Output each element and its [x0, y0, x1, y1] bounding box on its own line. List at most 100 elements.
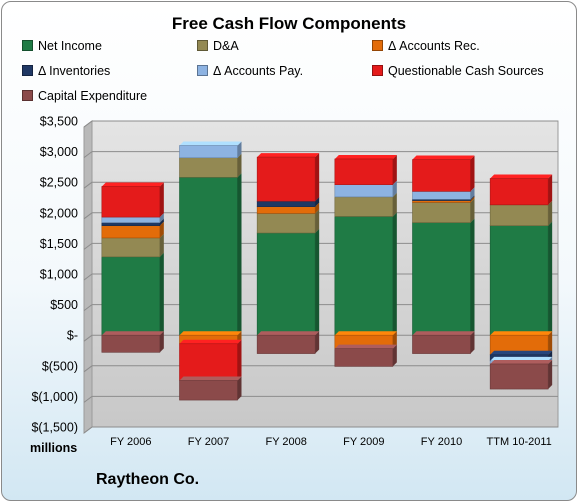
bar-accounts-rec-ttm-10-2011	[489, 331, 553, 356]
y-tick-label: $(500)	[42, 359, 78, 373]
legend-item-questionable-cash-sources: Questionable Cash Sources	[372, 64, 544, 78]
x-tick-label: FY 2009	[343, 436, 384, 448]
bar-net-income-ttm-10-2011-side	[548, 221, 553, 336]
y-tick-label: $2,000	[40, 206, 78, 220]
legend-label: D&A	[213, 39, 239, 53]
legend-swatch	[372, 40, 383, 51]
bar-accounts-rec-ttm-10-2011-top	[490, 331, 553, 336]
bar-d-a-ttm-10-2011-front	[489, 204, 549, 226]
bar-capital-expenditure-fy-2007-side	[237, 376, 242, 401]
legend-label: Δ Inventories	[38, 64, 111, 78]
bar-questionable-cash-sources-fy-2007-top	[179, 339, 242, 344]
bar-net-income-fy-2007	[179, 173, 242, 336]
bar-net-income-fy-2009	[334, 212, 397, 336]
legend-swatch	[22, 90, 33, 101]
bar-questionable-cash-sources-fy-2010-top	[412, 155, 475, 160]
bar-net-income-fy-2009-side	[392, 212, 397, 336]
bar-accounts-pay-fy-2007-side	[237, 141, 242, 158]
legend-item-capital-expenditure: Capital Expenditure	[22, 89, 147, 103]
gridline-depth	[83, 120, 93, 128]
bar-inventories-ttm-10-2011-top	[490, 350, 553, 355]
bar-capital-expenditure-fy-2008-top	[257, 331, 320, 336]
y-tick-label: $1,500	[40, 237, 78, 251]
bar-accounts-rec-fy-2010-side	[470, 196, 475, 203]
bar-capital-expenditure-fy-2009	[334, 344, 397, 367]
bar-capital-expenditure-fy-2006-side	[159, 331, 164, 353]
legend-item-accounts-rec: Δ Accounts Rec.	[372, 39, 480, 53]
legend-label: Δ Accounts Pay.	[213, 64, 304, 78]
bar-inventories-fy-2006-side	[159, 218, 164, 226]
bar-capital-expenditure-fy-2009-top	[334, 344, 397, 349]
gridline-depth	[83, 273, 93, 281]
legend-item-inventories: Δ Inventories	[22, 64, 110, 78]
bar-net-income-fy-2010-front	[412, 222, 471, 336]
bar-d-a-fy-2010-front	[412, 202, 471, 223]
bar-capital-expenditure-fy-2007	[179, 376, 242, 401]
bar-capital-expenditure-fy-2010-side	[470, 331, 475, 354]
bar-questionable-cash-sources-ttm-10-2011-side	[548, 174, 553, 205]
bar-accounts-rec-fy-2009-top	[334, 331, 397, 336]
bar-capital-expenditure-ttm-10-2011	[489, 359, 553, 390]
y-tick-label: $(1,500)	[31, 421, 78, 435]
bar-questionable-cash-sources-fy-2009-side	[392, 154, 397, 185]
bar-questionable-cash-sources-fy-2007	[179, 339, 242, 381]
bar-questionable-cash-sources-fy-2006-top	[101, 182, 164, 187]
bar-questionable-cash-sources-ttm-10-2011-top	[490, 174, 553, 179]
legend-swatch	[372, 65, 383, 76]
legend-label: Δ Accounts Rec.	[388, 39, 480, 53]
bar-accounts-pay-fy-2006-front	[101, 216, 161, 223]
bar-accounts-pay-fy-2010-front	[412, 191, 471, 200]
bar-net-income-fy-2007-front	[179, 177, 238, 336]
x-tick-label: FY 2007	[188, 436, 229, 448]
bar-net-income-ttm-10-2011	[489, 221, 553, 336]
bar-d-a-fy-2009-side	[392, 192, 397, 217]
bar-questionable-cash-sources-fy-2007-side	[237, 339, 242, 381]
bar-accounts-pay-ttm-10-2011-top	[490, 356, 553, 361]
units-label: millions	[30, 441, 78, 455]
y-tick-label: $3,000	[40, 145, 78, 159]
bar-accounts-pay-fy-2007-top	[179, 141, 242, 146]
gridline-depth	[83, 365, 93, 373]
bar-accounts-pay-fy-2007-front	[179, 145, 238, 159]
bar-questionable-cash-sources-fy-2008-front	[256, 156, 316, 202]
legend-item-d-a: D&A	[197, 39, 239, 53]
bar-accounts-rec-fy-2009-side	[392, 331, 397, 349]
company-name: Raytheon Co.	[96, 471, 200, 488]
bar-capital-expenditure-fy-2007-top	[179, 376, 242, 381]
bar-capital-expenditure-fy-2010-top	[412, 331, 475, 336]
bar-accounts-rec-fy-2007-top	[179, 331, 242, 336]
bar-accounts-pay-fy-2007	[179, 141, 242, 159]
bar-capital-expenditure-ttm-10-2011-front	[489, 363, 549, 390]
bar-capital-expenditure-fy-2006	[101, 331, 164, 353]
gridline-depth	[83, 395, 93, 403]
bar-inventories-fy-2006-front	[101, 222, 161, 226]
bar-capital-expenditure-fy-2006-front	[101, 334, 161, 353]
bar-capital-expenditure-fy-2010-front	[412, 334, 471, 354]
bar-net-income-fy-2006	[101, 252, 164, 336]
bar-capital-expenditure-fy-2007-front	[179, 380, 238, 401]
bar-accounts-pay-fy-2006-side	[159, 213, 164, 223]
legend-label: Capital Expenditure	[38, 89, 148, 103]
bar-d-a-ttm-10-2011-side	[548, 200, 553, 226]
bar-questionable-cash-sources-fy-2009-top	[334, 154, 397, 159]
bar-inventories-fy-2008-side	[315, 197, 320, 207]
bar-questionable-cash-sources-fy-2008-top	[257, 153, 320, 158]
bar-questionable-cash-sources-fy-2006-side	[159, 182, 164, 218]
bar-d-a-fy-2008-side	[315, 209, 320, 233]
bar-questionable-cash-sources-fy-2010-side	[470, 155, 475, 192]
bar-net-income-fy-2010	[412, 218, 475, 336]
bar-questionable-cash-sources-fy-2006	[101, 182, 164, 218]
bar-capital-expenditure-fy-2008	[256, 331, 320, 354]
bar-d-a-fy-2006-side	[159, 233, 164, 257]
y-tick-label: $-	[67, 329, 78, 343]
bar-d-a-fy-2009-front	[334, 196, 394, 217]
bar-questionable-cash-sources-fy-2009	[334, 154, 397, 185]
bar-net-income-fy-2009-front	[334, 216, 394, 336]
bar-questionable-cash-sources-ttm-10-2011-front	[489, 178, 549, 206]
bar-d-a-fy-2007-front	[179, 157, 238, 178]
bar-d-a-fy-2008-front	[256, 213, 316, 234]
bar-capital-expenditure-fy-2006-top	[101, 331, 164, 336]
bar-capital-expenditure-fy-2009-side	[392, 344, 397, 367]
bar-accounts-rec-fy-2006-front	[101, 225, 161, 239]
